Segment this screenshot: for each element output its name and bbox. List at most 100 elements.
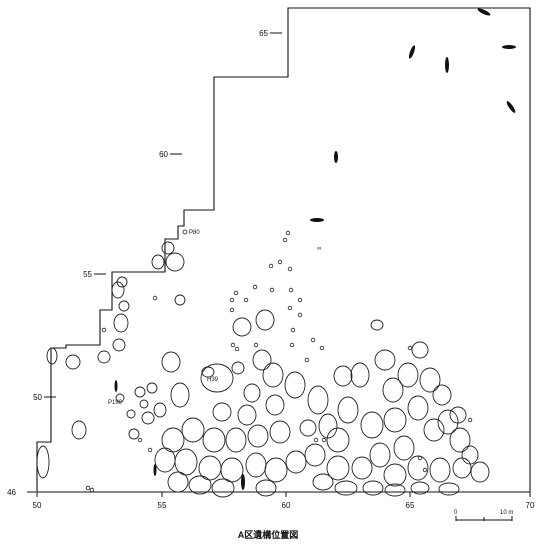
dark-feature [506, 101, 516, 113]
pit-feature [350, 362, 370, 388]
scale-start-label: 0 [454, 510, 458, 516]
pit-feature [202, 427, 226, 453]
pit-feature [423, 418, 445, 442]
pit-feature [188, 475, 212, 495]
feature-label-h39: H39 [207, 377, 219, 383]
pit-feature [407, 455, 429, 481]
y-tick-label: 60 [159, 150, 168, 159]
y-tick-label: 55 [83, 270, 92, 279]
post-hole [297, 312, 303, 318]
pit-feature [115, 393, 125, 403]
pit-feature [470, 461, 490, 483]
pit-feature [383, 407, 407, 433]
pit-feature [141, 411, 155, 425]
dark-features [114, 8, 516, 490]
pit-feature [362, 480, 384, 496]
pit-features [36, 230, 490, 498]
x-tick-label: 60 [282, 501, 291, 510]
post-hole [290, 327, 296, 333]
post-hole [289, 342, 295, 348]
pit-feature [174, 448, 198, 476]
post-hole [417, 455, 423, 461]
pit-feature [429, 457, 451, 483]
pit-feature [97, 350, 111, 364]
dark-feature [153, 464, 157, 476]
post-hole [269, 287, 275, 293]
post-hole [252, 284, 258, 290]
dark-feature [477, 8, 491, 16]
pit-feature [382, 377, 404, 403]
pit-feature [326, 455, 350, 481]
pit-feature-h39 [200, 363, 234, 393]
pit-feature [247, 424, 269, 448]
pit-feature [333, 365, 353, 387]
pit-feature [369, 442, 391, 468]
pit-feature [393, 435, 415, 461]
dark-feature [114, 380, 118, 392]
feature-labels: P80 H39 P190 ∞ [108, 229, 321, 406]
pit-feature [461, 445, 479, 465]
post-hole [277, 259, 283, 265]
post-hole [243, 297, 249, 303]
post-hole [287, 266, 293, 272]
pit-feature [154, 447, 176, 473]
dark-feature [408, 45, 416, 59]
post-hole [85, 485, 91, 491]
pit-feature [113, 313, 129, 333]
post-hole [321, 437, 327, 443]
pit-feature [410, 481, 430, 495]
pit-feature [449, 406, 467, 424]
post-hole [89, 487, 95, 493]
post-hole [297, 297, 303, 303]
pit-feature [438, 482, 460, 496]
post-hole [422, 467, 428, 473]
y-tick-label: 50 [33, 393, 42, 402]
pit-feature [153, 402, 167, 418]
post-hole [310, 337, 316, 343]
x-axis: 50 55 60 65 70 [33, 492, 535, 510]
pit-feature [360, 411, 384, 439]
pit-feature [449, 427, 471, 453]
y-tick-label: 46 [7, 488, 16, 497]
pit-feature [407, 395, 429, 421]
post-hole [268, 263, 274, 269]
pit-feature [432, 384, 452, 406]
x-tick-label: 70 [526, 501, 535, 510]
pit-feature [374, 349, 396, 371]
pit-feature [255, 309, 275, 331]
x-tick-label: 65 [406, 501, 415, 510]
pit-feature [231, 361, 245, 375]
pit-feature [307, 385, 329, 415]
post-hole [229, 307, 235, 313]
scale-end-label: 10 m [500, 510, 513, 516]
dark-feature [241, 474, 245, 490]
post-hole [287, 305, 293, 311]
pit-feature [146, 382, 158, 394]
y-axis: 46 50 55 60 65 [7, 29, 282, 497]
pit-feature [419, 367, 441, 393]
pit-feature [411, 341, 429, 359]
post-hole [233, 290, 239, 296]
pit-feature [304, 443, 326, 467]
dark-feature [310, 218, 324, 222]
post-hole [152, 295, 158, 301]
dark-feature [502, 45, 516, 49]
post-hole [234, 346, 240, 352]
pit-feature [151, 254, 165, 270]
pit-feature [225, 427, 247, 453]
pit-feature [118, 300, 130, 312]
pit-feature [161, 351, 181, 373]
pit-feature [351, 456, 373, 480]
pit-feature [139, 399, 149, 409]
pit-feature [116, 276, 128, 288]
pit-feature [181, 417, 205, 443]
pit-feature [318, 413, 338, 439]
infinity-symbol: ∞ [317, 246, 321, 252]
feature-label-p80: P80 [189, 230, 200, 236]
figure-caption: A区遺構位置図 [238, 529, 299, 540]
post-hole [288, 287, 294, 293]
post-hole [313, 437, 319, 443]
post-hole [101, 327, 107, 333]
post-hole [407, 345, 413, 351]
